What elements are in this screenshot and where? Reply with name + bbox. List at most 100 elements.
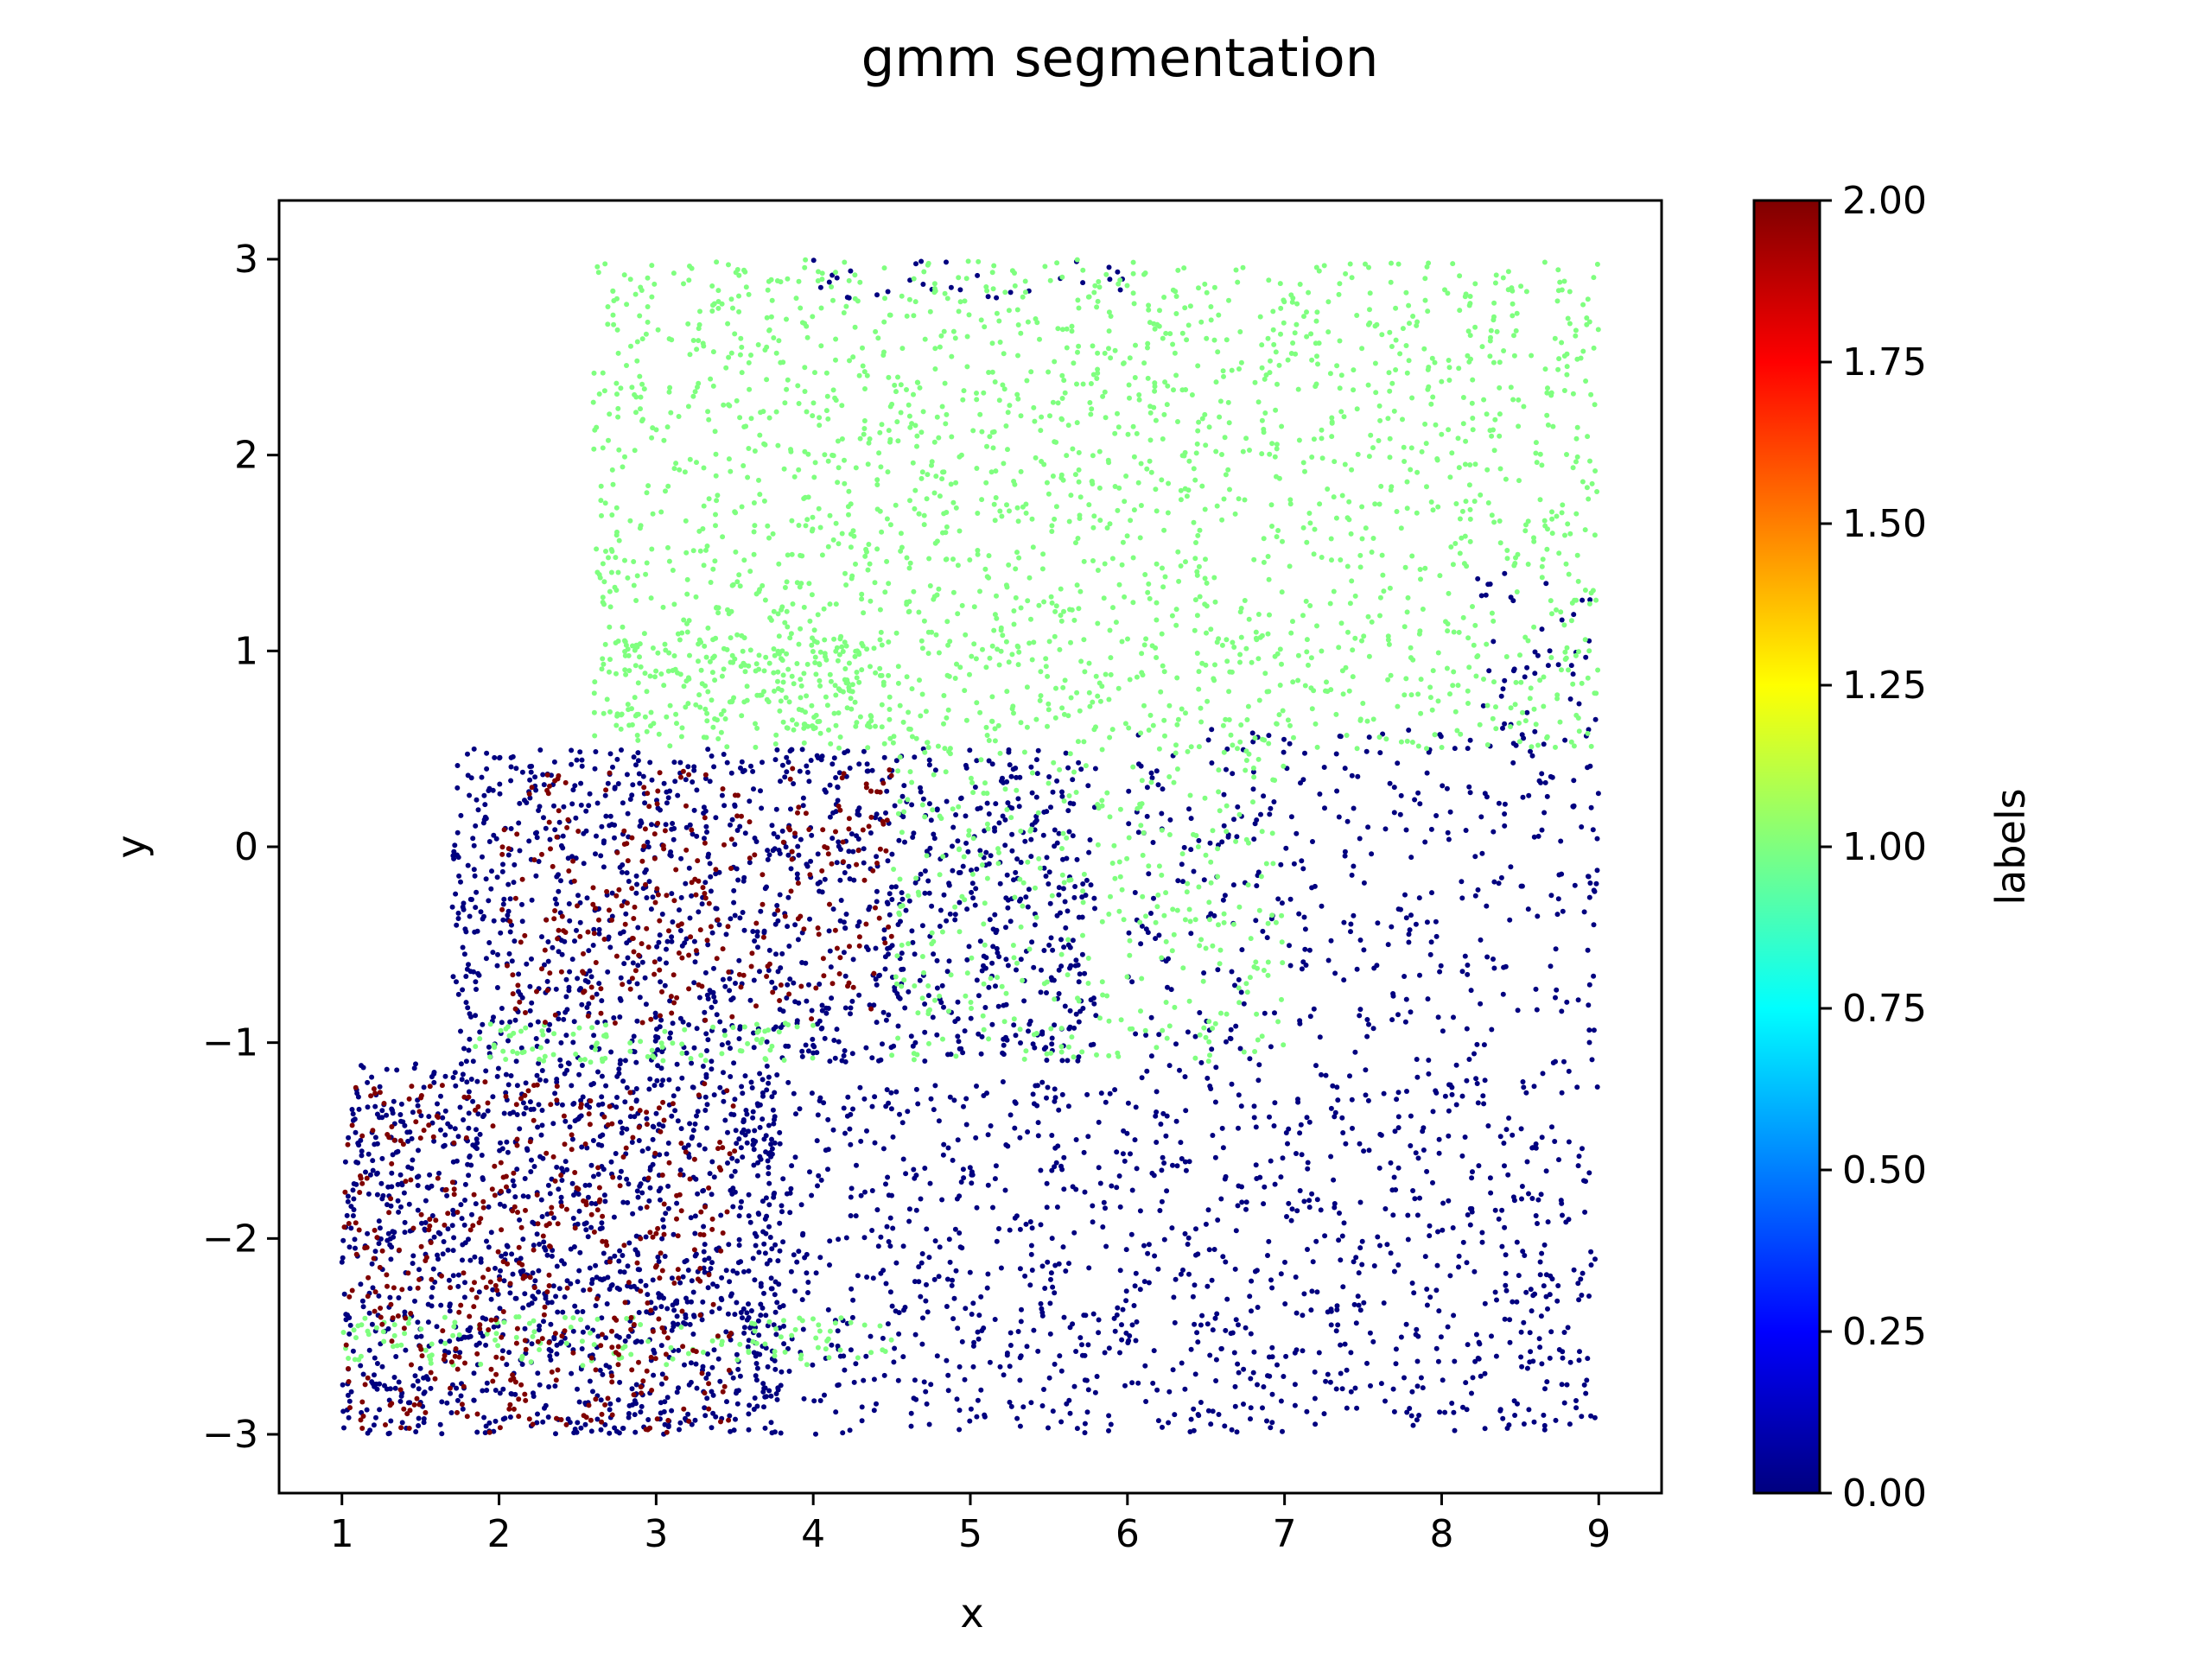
scatter-point (843, 1235, 849, 1241)
scatter-point (1269, 1285, 1275, 1291)
scatter-point (609, 467, 615, 473)
scatter-point (1322, 1233, 1328, 1239)
scatter-point (1389, 1017, 1395, 1023)
scatter-point (1559, 617, 1565, 623)
scatter-point (843, 912, 849, 917)
scatter-point (955, 1016, 961, 1022)
scatter-point (973, 1135, 979, 1141)
scatter-point (1295, 386, 1301, 392)
scatter-point (1130, 290, 1136, 296)
scatter-point (462, 1181, 468, 1187)
scatter-point (728, 350, 734, 356)
scatter-point (827, 1238, 833, 1244)
scatter-point (1437, 969, 1443, 975)
scatter-point (738, 335, 744, 341)
scatter-point (772, 912, 778, 918)
scatter-point (1537, 1272, 1543, 1278)
scatter-point (1576, 1357, 1582, 1363)
scatter-point (1045, 1084, 1051, 1090)
scatter-point (835, 1382, 841, 1389)
scatter-point (1350, 1125, 1355, 1131)
scatter-point (539, 1108, 545, 1113)
scatter-point (709, 1058, 715, 1065)
scatter-point (884, 788, 890, 794)
scatter-point (598, 1427, 604, 1433)
scatter-point (499, 868, 505, 874)
scatter-point (826, 279, 832, 285)
scatter-point (1502, 801, 1508, 807)
scatter-point (747, 386, 753, 392)
scatter-point (1436, 1136, 1442, 1142)
scatter-point (861, 846, 867, 852)
scatter-point (1576, 1154, 1582, 1160)
scatter-point (694, 833, 700, 839)
scatter-point (995, 722, 1001, 728)
scatter-point (1221, 791, 1227, 798)
scatter-point (703, 1031, 709, 1037)
scatter-point (372, 1103, 378, 1109)
scatter-point (772, 846, 778, 852)
scatter-point (691, 980, 697, 986)
scatter-point (520, 1305, 526, 1311)
scatter-point (921, 1379, 927, 1385)
scatter-point (1056, 967, 1062, 973)
scatter-point (351, 1196, 357, 1202)
scatter-point (997, 1363, 1003, 1370)
scatter-point (539, 1068, 545, 1073)
scatter-point (1521, 1421, 1527, 1427)
scatter-point (759, 805, 765, 811)
scatter-point (1202, 411, 1208, 417)
scatter-point (1134, 1166, 1140, 1172)
scatter-point (613, 555, 619, 561)
scatter-point (569, 1083, 575, 1089)
scatter-point (1365, 613, 1371, 620)
scatter-point (1519, 1363, 1525, 1370)
scatter-point (1293, 1274, 1299, 1280)
scatter-point (981, 390, 987, 396)
scatter-point (711, 764, 717, 770)
scatter-point (1173, 372, 1179, 378)
scatter-point (994, 310, 1000, 316)
scatter-point (1466, 1057, 1472, 1062)
scatter-point (1071, 1025, 1077, 1031)
scatter-point (377, 1084, 383, 1090)
scatter-point (979, 429, 985, 435)
scatter-point (1014, 307, 1020, 313)
scatter-point (1078, 766, 1084, 772)
scatter-point (944, 1304, 950, 1309)
scatter-point (1243, 1206, 1249, 1212)
scatter-point (774, 1300, 780, 1306)
scatter-point (505, 1038, 511, 1044)
scatter-point (699, 1317, 705, 1323)
scatter-point (1183, 1108, 1189, 1114)
scatter-point (689, 1299, 694, 1305)
scatter-point (1571, 803, 1577, 809)
scatter-point (1440, 1227, 1446, 1233)
scatter-point (1085, 1342, 1091, 1348)
scatter-point (1313, 1238, 1319, 1244)
scatter-point (1025, 1129, 1031, 1135)
scatter-point (620, 1078, 626, 1084)
scatter-point (702, 1094, 709, 1100)
scatter-point (646, 1086, 652, 1092)
scatter-point (1393, 1361, 1399, 1367)
scatter-point (765, 1363, 771, 1370)
scatter-point (865, 567, 871, 573)
scatter-point (1056, 991, 1062, 996)
scatter-point (780, 1008, 786, 1014)
scatter-point (425, 1319, 431, 1325)
scatter-point (1076, 1019, 1082, 1025)
scatter-point (715, 1356, 721, 1362)
scatter-point (527, 795, 533, 801)
scatter-point (490, 1287, 496, 1293)
scatter-point (637, 313, 643, 319)
scatter-point (785, 1043, 791, 1049)
scatter-point (1191, 868, 1197, 874)
scatter-point (655, 1034, 661, 1040)
scatter-point (1479, 1239, 1485, 1245)
scatter-point (742, 1132, 748, 1138)
scatter-point (1205, 1321, 1211, 1327)
scatter-point (1568, 663, 1574, 669)
scatter-point (880, 1009, 887, 1015)
scatter-point (435, 1101, 440, 1107)
